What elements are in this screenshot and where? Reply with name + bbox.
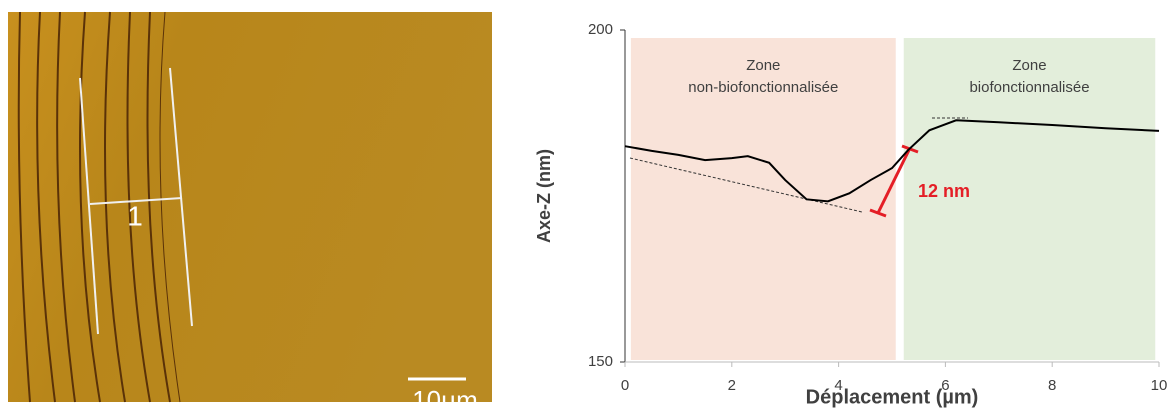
annotation: 12 nm (918, 181, 970, 201)
zone (630, 38, 896, 360)
x-axis-title: Déplacement (µm) (806, 386, 979, 408)
zone-label: Zone (1012, 57, 1046, 74)
zones: Zone non-biofonctionnalisée Zone biofonctio… (630, 38, 1156, 360)
x-tick-label: 2 (728, 377, 736, 394)
y-tick-label: 200 (588, 21, 613, 38)
line-label: 1 (127, 200, 143, 231)
scale-label: 10µm (412, 385, 478, 410)
afm-steps (17, 11, 181, 403)
x-tick-label: 4 (834, 377, 842, 394)
x-tick-label: 8 (1048, 377, 1056, 394)
zone-label: biofonctionnalisée (969, 79, 1089, 96)
y-axis-title: Axe-Z (nm) (534, 149, 554, 243)
zone (903, 38, 1156, 360)
zone-label: Zone (746, 57, 780, 74)
x-tick-label: 0 (621, 377, 629, 394)
y-tick-label: 150 (588, 353, 613, 370)
afm-image: 1 10µm (8, 11, 492, 415)
x-tick-label: 6 (941, 377, 949, 394)
profile-line (624, 119, 1160, 203)
x-tick-label: 10 (1151, 377, 1168, 394)
afm-measure (79, 67, 193, 335)
zone-label: non-biofonctionnalisée (688, 79, 838, 96)
